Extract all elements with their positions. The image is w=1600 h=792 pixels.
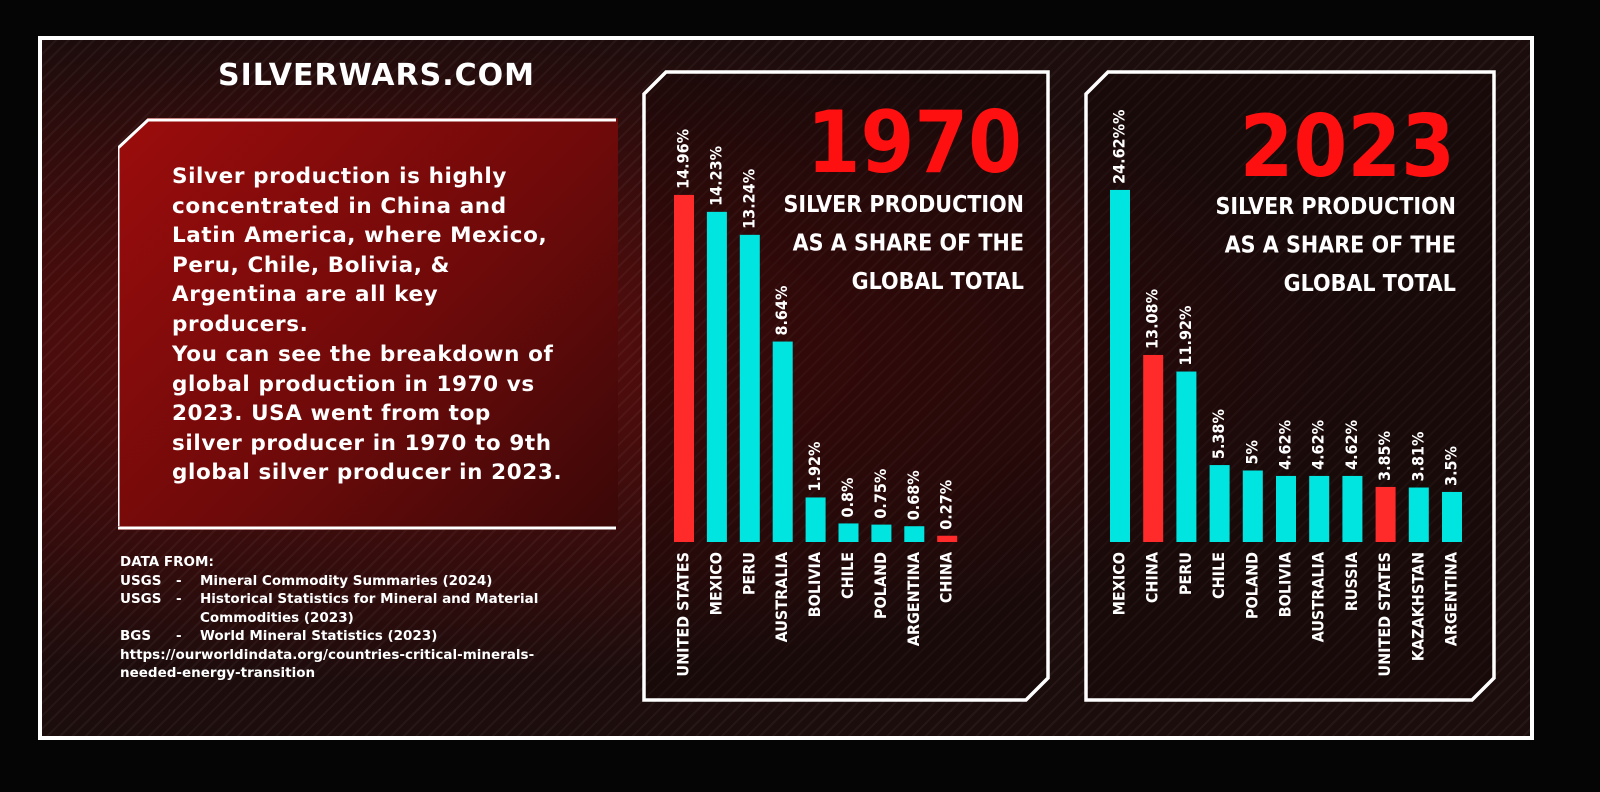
bar (1176, 371, 1197, 542)
category-label: ARGENTINA (904, 551, 923, 646)
bar (1375, 486, 1396, 542)
category-label: AUSTRALIA (772, 551, 791, 642)
chart-subtitle-line: SILVER PRODUCTION (1216, 194, 1456, 220)
bar (904, 526, 925, 542)
category-label: RUSSIA (1342, 551, 1361, 611)
sources-heading: DATA FROM: (120, 554, 214, 570)
source-title: Historical Statistics for Mineral and Ma… (200, 591, 539, 626)
category-label: AUSTRALIA (1309, 551, 1328, 642)
source-title: World Mineral Statistics (2023) (200, 628, 438, 644)
source-dash: - (176, 591, 182, 607)
data-label: 8.64% (772, 286, 791, 336)
category-label: CHILE (838, 552, 857, 599)
data-label: 24.62%% (1110, 110, 1129, 184)
bar (805, 497, 826, 542)
source-dash: - (176, 628, 182, 644)
category-label: POLAND (871, 552, 890, 619)
bar (772, 341, 793, 542)
data-label: 4.62% (1342, 420, 1361, 470)
bar (1276, 475, 1296, 542)
data-label: 4.62% (1309, 420, 1328, 470)
sources: DATA FROM: USGS - Mineral Commodity Summ… (120, 553, 540, 683)
category-label: MEXICO (1110, 552, 1129, 615)
bar (1342, 475, 1363, 542)
chart-panel-border (642, 70, 1050, 702)
category-label: CHILE (1209, 552, 1228, 599)
data-label: 3.81% (1408, 432, 1427, 482)
data-label: 1.92% (805, 442, 824, 492)
data-label: 11.92% (1176, 306, 1195, 366)
data-label: 5% (1242, 440, 1261, 464)
data-label: 3.5% (1442, 446, 1461, 486)
category-label: BOLIVIA (1276, 551, 1295, 617)
bar (1408, 487, 1429, 542)
data-label: 0.27% (937, 480, 956, 530)
bar (706, 211, 727, 542)
chart-subtitle-line: SILVER PRODUCTION (784, 192, 1024, 218)
category-label: MEXICO (706, 552, 725, 615)
data-label: 4.62% (1276, 420, 1295, 470)
bar (1309, 475, 1330, 542)
chart-subtitle-line: AS A SHARE OF THE (1225, 233, 1456, 259)
bar (1209, 465, 1230, 542)
source-dash: - (176, 572, 182, 589)
data-label: 0.75% (871, 469, 890, 519)
source-entry: USGS - Historical Statistics for Mineral… (120, 590, 540, 627)
data-label: 13.08% (1143, 289, 1162, 349)
chart-subtitle-line: GLOBAL TOTAL (1284, 271, 1456, 297)
bar (838, 523, 859, 542)
data-label: 14.23% (706, 146, 725, 206)
bar (1242, 470, 1263, 542)
category-label: KAZAKHSTAN (1408, 552, 1427, 661)
category-label: UNITED STATES (1375, 552, 1394, 677)
category-label: UNITED STATES (674, 552, 693, 677)
chart-panel-border (1084, 70, 1496, 702)
source-entry: BGS - World Mineral Statistics (2023) (120, 627, 540, 646)
data-label: 0.68% (904, 470, 923, 520)
chart-title-year: 2023 (1240, 97, 1455, 197)
brand-title: SILVERWARS.COM (218, 58, 536, 93)
bar (1442, 491, 1462, 542)
data-label: 0.8% (838, 478, 857, 518)
bar (871, 524, 892, 542)
category-label: PERU (739, 552, 758, 595)
chart-subtitle-line: GLOBAL TOTAL (852, 269, 1024, 295)
source-entry: USGS - Mineral Commodity Summaries (2024… (120, 572, 540, 591)
chart-subtitle-line: AS A SHARE OF THE (793, 231, 1024, 257)
source-url[interactable]: https://ourworldindata.org/countries-cri… (120, 646, 535, 682)
data-label: 14.96% (674, 129, 693, 189)
category-label: PERU (1176, 552, 1195, 595)
data-label: 3.85% (1375, 431, 1394, 481)
category-label: CHINA (937, 551, 956, 603)
bar (674, 194, 694, 543)
category-label: ARGENTINA (1442, 551, 1461, 646)
bar (739, 234, 760, 542)
bar (1110, 189, 1130, 542)
source-org: USGS (120, 572, 162, 589)
chart-title-year: 1970 (807, 93, 1022, 193)
intro-paragraph-1: Silver production is highly concentrated… (172, 164, 548, 337)
data-label: 5.38% (1209, 409, 1228, 459)
source-org: USGS (120, 591, 162, 607)
category-label: POLAND (1242, 552, 1261, 619)
source-org: BGS (120, 628, 152, 644)
source-title: Mineral Commodity Summaries (2024) (200, 572, 493, 589)
category-label: CHINA (1143, 551, 1162, 603)
intro-paragraph-2: You can see the breakdown of global prod… (172, 342, 563, 485)
category-label: BOLIVIA (805, 551, 824, 617)
bar (1143, 354, 1164, 542)
data-label: 13.24% (739, 169, 758, 229)
bar (937, 535, 958, 542)
